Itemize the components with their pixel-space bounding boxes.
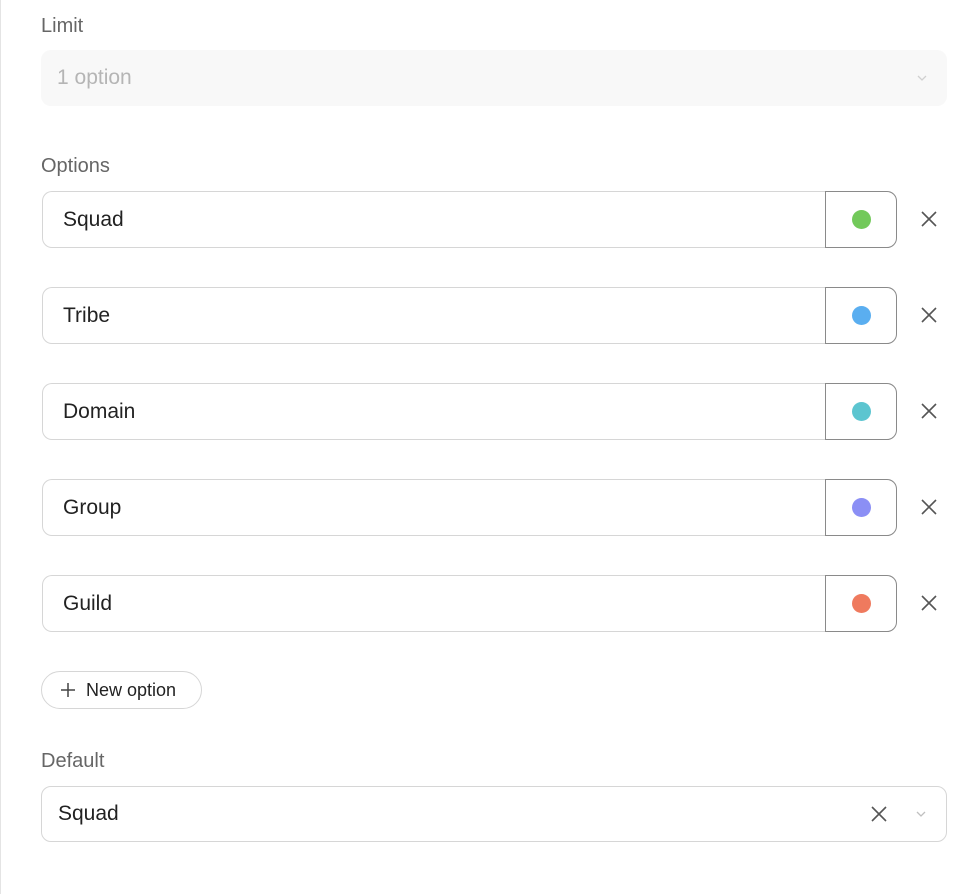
default-value: Squad bbox=[58, 802, 119, 825]
color-swatch bbox=[851, 402, 871, 421]
limit-value: 1 option bbox=[57, 66, 132, 89]
options-label: Options bbox=[41, 155, 110, 177]
remove-option-icon[interactable] bbox=[920, 402, 938, 420]
option-row: Group bbox=[42, 479, 962, 536]
option-row: Domain bbox=[42, 383, 962, 440]
remove-option-icon[interactable] bbox=[920, 498, 938, 516]
color-swatch bbox=[851, 210, 871, 229]
option-name-input[interactable]: Guild bbox=[42, 575, 826, 632]
default-select[interactable]: Squad bbox=[41, 786, 947, 842]
chevron-down-icon bbox=[916, 811, 926, 817]
clear-icon[interactable] bbox=[870, 805, 888, 823]
color-swatch bbox=[851, 498, 871, 517]
option-color-button[interactable] bbox=[825, 383, 897, 440]
remove-option-icon[interactable] bbox=[920, 306, 938, 324]
option-name-input[interactable]: Domain bbox=[42, 383, 826, 440]
new-option-button[interactable]: New option bbox=[41, 671, 202, 709]
option-color-button[interactable] bbox=[825, 479, 897, 536]
color-swatch bbox=[851, 594, 871, 613]
limit-label: Limit bbox=[41, 15, 84, 37]
option-name-input[interactable]: Group bbox=[42, 479, 826, 536]
option-color-button[interactable] bbox=[825, 191, 897, 248]
limit-select[interactable]: 1 option bbox=[41, 50, 947, 106]
option-name-input[interactable]: Tribe bbox=[42, 287, 826, 344]
option-color-button[interactable] bbox=[825, 575, 897, 632]
new-option-label: New option bbox=[86, 679, 177, 700]
option-color-button[interactable] bbox=[825, 287, 897, 344]
option-name-input[interactable]: Squad bbox=[42, 191, 826, 248]
remove-option-icon[interactable] bbox=[920, 594, 938, 612]
option-row: Guild bbox=[42, 575, 962, 632]
plus-icon bbox=[61, 683, 75, 697]
option-row: Tribe bbox=[42, 287, 962, 344]
chevron-down-icon bbox=[917, 75, 927, 81]
option-row: Squad bbox=[42, 191, 962, 248]
remove-option-icon[interactable] bbox=[920, 210, 938, 228]
color-swatch bbox=[851, 306, 871, 325]
default-label: Default bbox=[41, 750, 105, 772]
